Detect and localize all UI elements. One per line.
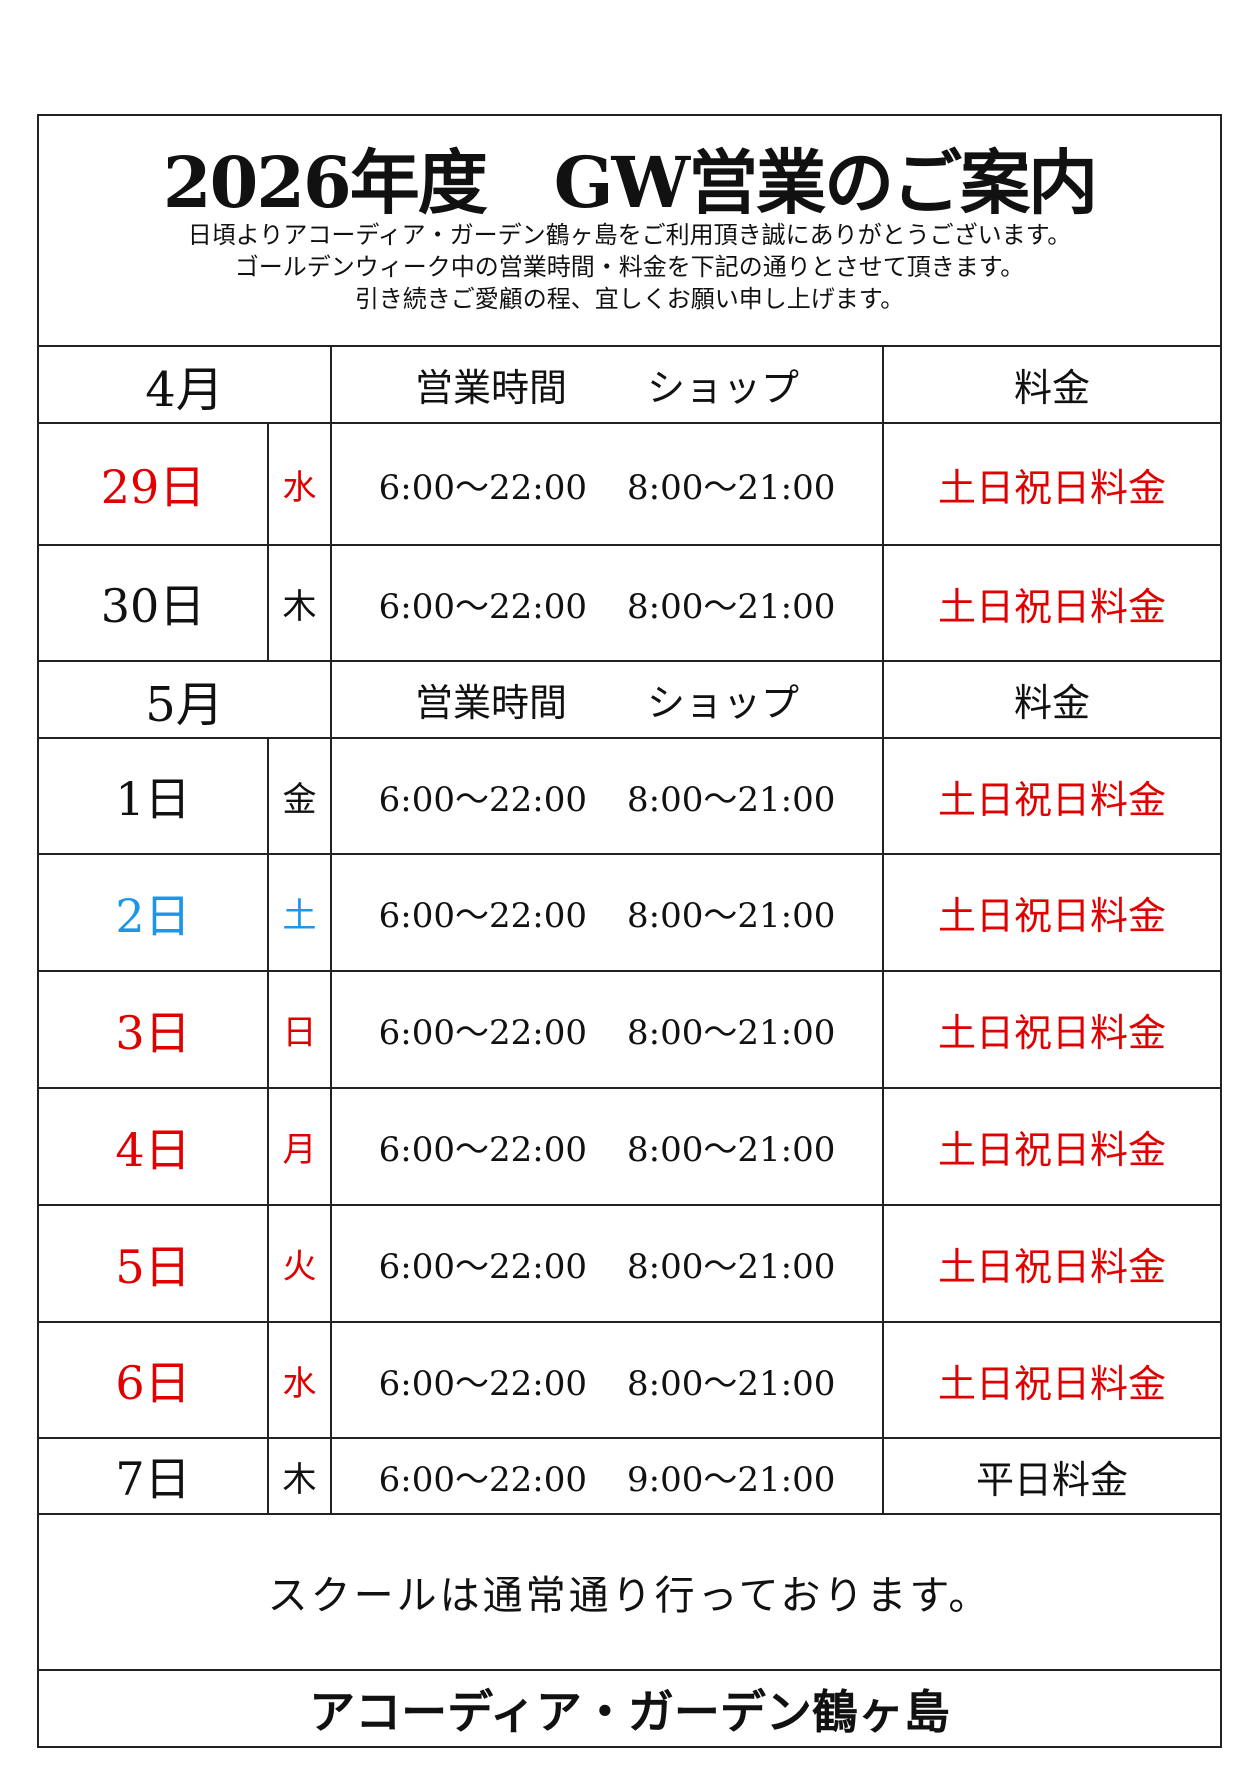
- schedule-row: 5日火 6:00～22:00 8:00～21:00 土日祝日料金: [37, 1204, 1223, 1323]
- business-hours: 6:00～22:00: [378, 779, 587, 820]
- business-hours: 6:00～22:00: [378, 1363, 587, 1404]
- times-cell: 6:00～22:00 8:00～21:00: [330, 1321, 884, 1439]
- day-cell: 7日: [37, 1437, 269, 1515]
- business-hours: 6:00～22:00: [378, 1013, 587, 1053]
- times-cell: 6:00～22:00 8:00～21:00: [330, 970, 884, 1089]
- shop-hours: 8:00～21:00: [627, 1363, 836, 1404]
- price-cell: 土日祝日料金: [881, 970, 1223, 1089]
- times-cell: 6:00～22:00 8:00～21:00: [330, 422, 884, 546]
- price-column-header: 料金: [881, 345, 1223, 424]
- weekday-cell: 木: [267, 544, 332, 662]
- times-cell: 6:00～22:00 8:00～21:00: [330, 1204, 884, 1323]
- schedule-row: 4日月 6:00～22:00 8:00～21:00 土日祝日料金: [37, 1087, 1223, 1206]
- intro-line: 引き続きご愛顧の程、宜しくお願い申し上げます。: [354, 285, 905, 314]
- price-cell: 土日祝日料金: [881, 422, 1223, 546]
- times-cell: 6:00～22:00 8:00～21:00: [330, 853, 884, 972]
- times-cell: 6:00～22:00 8:00～21:00: [330, 1087, 884, 1206]
- intro-line: ゴールデンウィーク中の営業時間・料金を下記の通りとさせて頂きます。: [234, 253, 1025, 282]
- business-hours: 6:00～22:00: [378, 1130, 587, 1170]
- month-label: 4月: [37, 345, 332, 424]
- schedule-row: 6日水 6:00～22:00 8:00～21:00 土日祝日料金: [37, 1321, 1223, 1439]
- shop-hours: 8:00～21:00: [627, 779, 836, 820]
- page-title: 2026年度 GW営業のご案内: [162, 140, 1098, 224]
- hours-header: 営業時間: [414, 366, 567, 410]
- day-cell: 29日: [37, 422, 269, 546]
- weekday-cell: 水: [267, 422, 332, 546]
- price-cell: 土日祝日料金: [881, 853, 1223, 972]
- schedule-row: 29日水 6:00～22:00 8:00～21:00 土日祝日料金: [37, 422, 1223, 546]
- day-cell: 4日: [37, 1087, 269, 1206]
- header-cell: 2026年度 GW営業のご案内 日頃よりアコーディア・ガーデン鶴ヶ島をご利用頂き…: [36, 114, 1223, 347]
- price-column-header: 料金: [881, 660, 1223, 739]
- school-note: スクールは通常通り行っております。: [36, 1513, 1223, 1671]
- schedule-row: 1日金 6:00～22:00 8:00～21:00 土日祝日料金: [37, 737, 1223, 855]
- weekday-cell: 木: [267, 1437, 332, 1515]
- business-hours: 6:00～22:00: [378, 586, 587, 627]
- price-cell: 土日祝日料金: [881, 1321, 1223, 1439]
- hours-header: 営業時間: [414, 681, 567, 725]
- day-cell: 30日: [37, 544, 269, 662]
- weekday-cell: 金: [267, 737, 332, 855]
- month-header-row: 5月 営業時間 ショップ 料金: [37, 660, 1223, 739]
- shop-hours: 8:00～21:00: [627, 586, 836, 627]
- hours-column-header: 営業時間 ショップ: [330, 345, 884, 424]
- shop-header: ショップ: [647, 681, 800, 725]
- school-note-row: スクールは通常通り行っております。: [36, 1513, 1223, 1671]
- weekday-cell: 土: [267, 853, 332, 972]
- weekday-cell: 水: [267, 1321, 332, 1439]
- price-cell: 平日料金: [881, 1437, 1223, 1515]
- intro-line: 日頃よりアコーディア・ガーデン鶴ヶ島をご利用頂き誠にありがとうございます。: [187, 221, 1072, 250]
- weekday-cell: 日: [267, 970, 332, 1089]
- shop-hours: 8:00～21:00: [627, 1130, 836, 1170]
- day-cell: 1日: [37, 737, 269, 855]
- price-cell: 土日祝日料金: [881, 1087, 1223, 1206]
- day-cell: 5日: [37, 1204, 269, 1323]
- schedule-row: 7日木 6:00～22:00 9:00～21:00 平日料金: [37, 1437, 1223, 1515]
- shop-hours: 8:00～21:00: [627, 1247, 836, 1287]
- header-row: 2026年度 GW営業のご案内 日頃よりアコーディア・ガーデン鶴ヶ島をご利用頂き…: [36, 114, 1223, 347]
- day-cell: 2日: [37, 853, 269, 972]
- schedule-row: 2日土 6:00～22:00 8:00～21:00 土日祝日料金: [37, 853, 1223, 972]
- footer-row: アコーディア・ガーデン鶴ヶ島: [36, 1669, 1223, 1748]
- price-cell: 土日祝日料金: [881, 737, 1223, 855]
- weekday-cell: 火: [267, 1204, 332, 1323]
- business-hours: 6:00～22:00: [378, 896, 587, 936]
- times-cell: 6:00～22:00 9:00～21:00: [330, 1437, 884, 1515]
- times-cell: 6:00～22:00 8:00～21:00: [330, 737, 884, 855]
- times-cell: 6:00～22:00 8:00～21:00: [330, 544, 884, 662]
- price-cell: 土日祝日料金: [881, 1204, 1223, 1323]
- hours-column-header: 営業時間 ショップ: [330, 660, 884, 739]
- day-cell: 3日: [37, 970, 269, 1089]
- day-cell: 6日: [37, 1321, 269, 1439]
- shop-hours: 8:00～21:00: [627, 467, 836, 508]
- shop-hours: 8:00～21:00: [627, 896, 836, 936]
- gw-schedule-table: 2026年度 GW営業のご案内 日頃よりアコーディア・ガーデン鶴ヶ島をご利用頂き…: [36, 114, 1223, 1748]
- facility-name: アコーディア・ガーデン鶴ヶ島: [36, 1669, 1223, 1748]
- business-hours: 6:00～22:00: [378, 1459, 587, 1500]
- month-header-row: 4月 営業時間 ショップ 料金: [37, 345, 1223, 424]
- schedule-row: 30日木 6:00～22:00 8:00～21:00 土日祝日料金: [37, 544, 1223, 662]
- schedule-row: 3日日 6:00～22:00 8:00～21:00 土日祝日料金: [37, 970, 1223, 1089]
- month-label: 5月: [37, 660, 332, 739]
- shop-header: ショップ: [647, 366, 800, 410]
- price-cell: 土日祝日料金: [881, 544, 1223, 662]
- weekday-cell: 月: [267, 1087, 332, 1206]
- shop-hours: 8:00～21:00: [627, 1013, 836, 1053]
- business-hours: 6:00～22:00: [378, 467, 587, 508]
- business-hours: 6:00～22:00: [378, 1247, 587, 1287]
- shop-hours: 9:00～21:00: [627, 1459, 836, 1500]
